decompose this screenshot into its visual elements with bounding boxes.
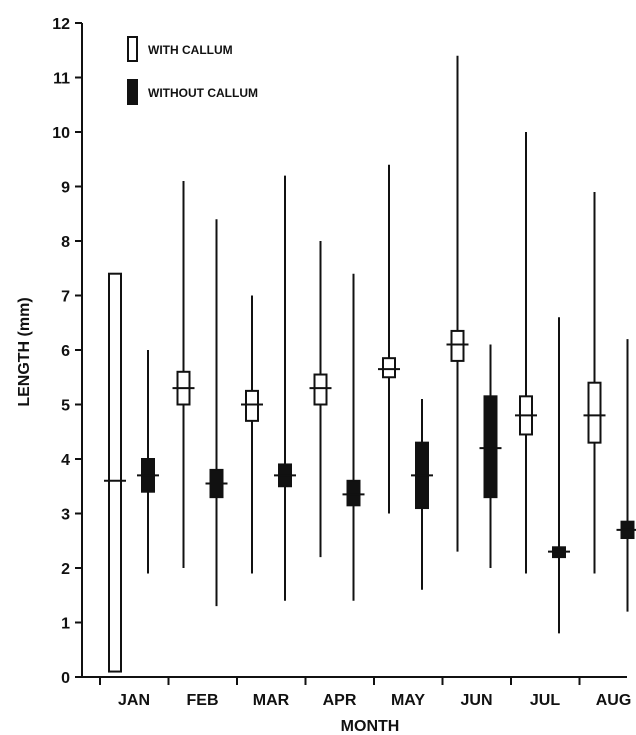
y-tick-label: 5 [61, 398, 70, 415]
x-tick-label: JUN [460, 692, 492, 709]
x-tick-label: JUL [530, 692, 560, 709]
legend: WITH CALLUM WITHOUT CALLUM [127, 36, 258, 105]
y-tick-label: 4 [61, 452, 70, 469]
with-callum-box-jan [104, 272, 126, 673]
legend-swatch [127, 36, 138, 62]
x-tick-label: FEB [187, 692, 219, 709]
x-tick-label: JAN [118, 692, 150, 709]
without-callum-box-may [411, 399, 433, 590]
box-series [104, 55, 636, 673]
y-tick-label: 6 [61, 343, 70, 360]
y-tick-label: 8 [61, 234, 70, 251]
interquartile-box [108, 272, 122, 673]
interquartile-box [346, 479, 361, 507]
interquartile-box [382, 357, 396, 379]
interquartile-box [587, 381, 602, 444]
x-axis-title: MONTH [341, 718, 400, 735]
y-axis-title: LENGTH (mm) [16, 297, 33, 406]
interquartile-box [450, 329, 465, 362]
with-callum-box-apr [309, 241, 332, 558]
y-tick-label: 1 [61, 616, 70, 633]
with-callum-box-jun [446, 55, 469, 552]
with-callum-box-feb [172, 181, 195, 568]
x-tick-label: APR [323, 692, 357, 709]
y-tick-label: 3 [61, 507, 70, 524]
with-callum-box-jul [515, 132, 537, 574]
x-tick-label: AUG [596, 692, 632, 709]
y-tick-label: 9 [61, 180, 70, 197]
y-tick-label: 2 [61, 561, 70, 578]
without-callum-box-mar [274, 175, 296, 601]
y-tick-label: 7 [61, 289, 70, 306]
without-callum-box-apr [342, 273, 365, 601]
legend-label: WITH CALLUM [148, 43, 233, 57]
with-callum-box-mar [241, 295, 263, 574]
x-tick-label: MAY [391, 692, 425, 709]
legend-swatch [127, 79, 138, 105]
without-callum-box-jan [137, 350, 159, 574]
x-tick-label: MAR [253, 692, 290, 709]
y-tick-label: 10 [52, 125, 70, 142]
without-callum-box-jul [548, 317, 570, 634]
interquartile-box [313, 373, 328, 406]
without-callum-box-jun [479, 344, 502, 568]
interquartile-box [245, 389, 259, 422]
with-callum-box-aug [583, 191, 606, 574]
x-axis-ticks: JAN FEB MAR APR MAY JUN JUL AUG [99, 677, 632, 709]
without-callum-box-feb [205, 219, 228, 607]
y-tick-label: 12 [52, 16, 70, 33]
interquartile-box [483, 395, 498, 499]
with-callum-box-may [378, 164, 400, 514]
without-callum-box-aug [616, 339, 636, 612]
legend-label: WITHOUT CALLUM [148, 86, 258, 100]
y-tick-label: 0 [61, 670, 70, 687]
y-tick-label: 11 [53, 71, 70, 88]
